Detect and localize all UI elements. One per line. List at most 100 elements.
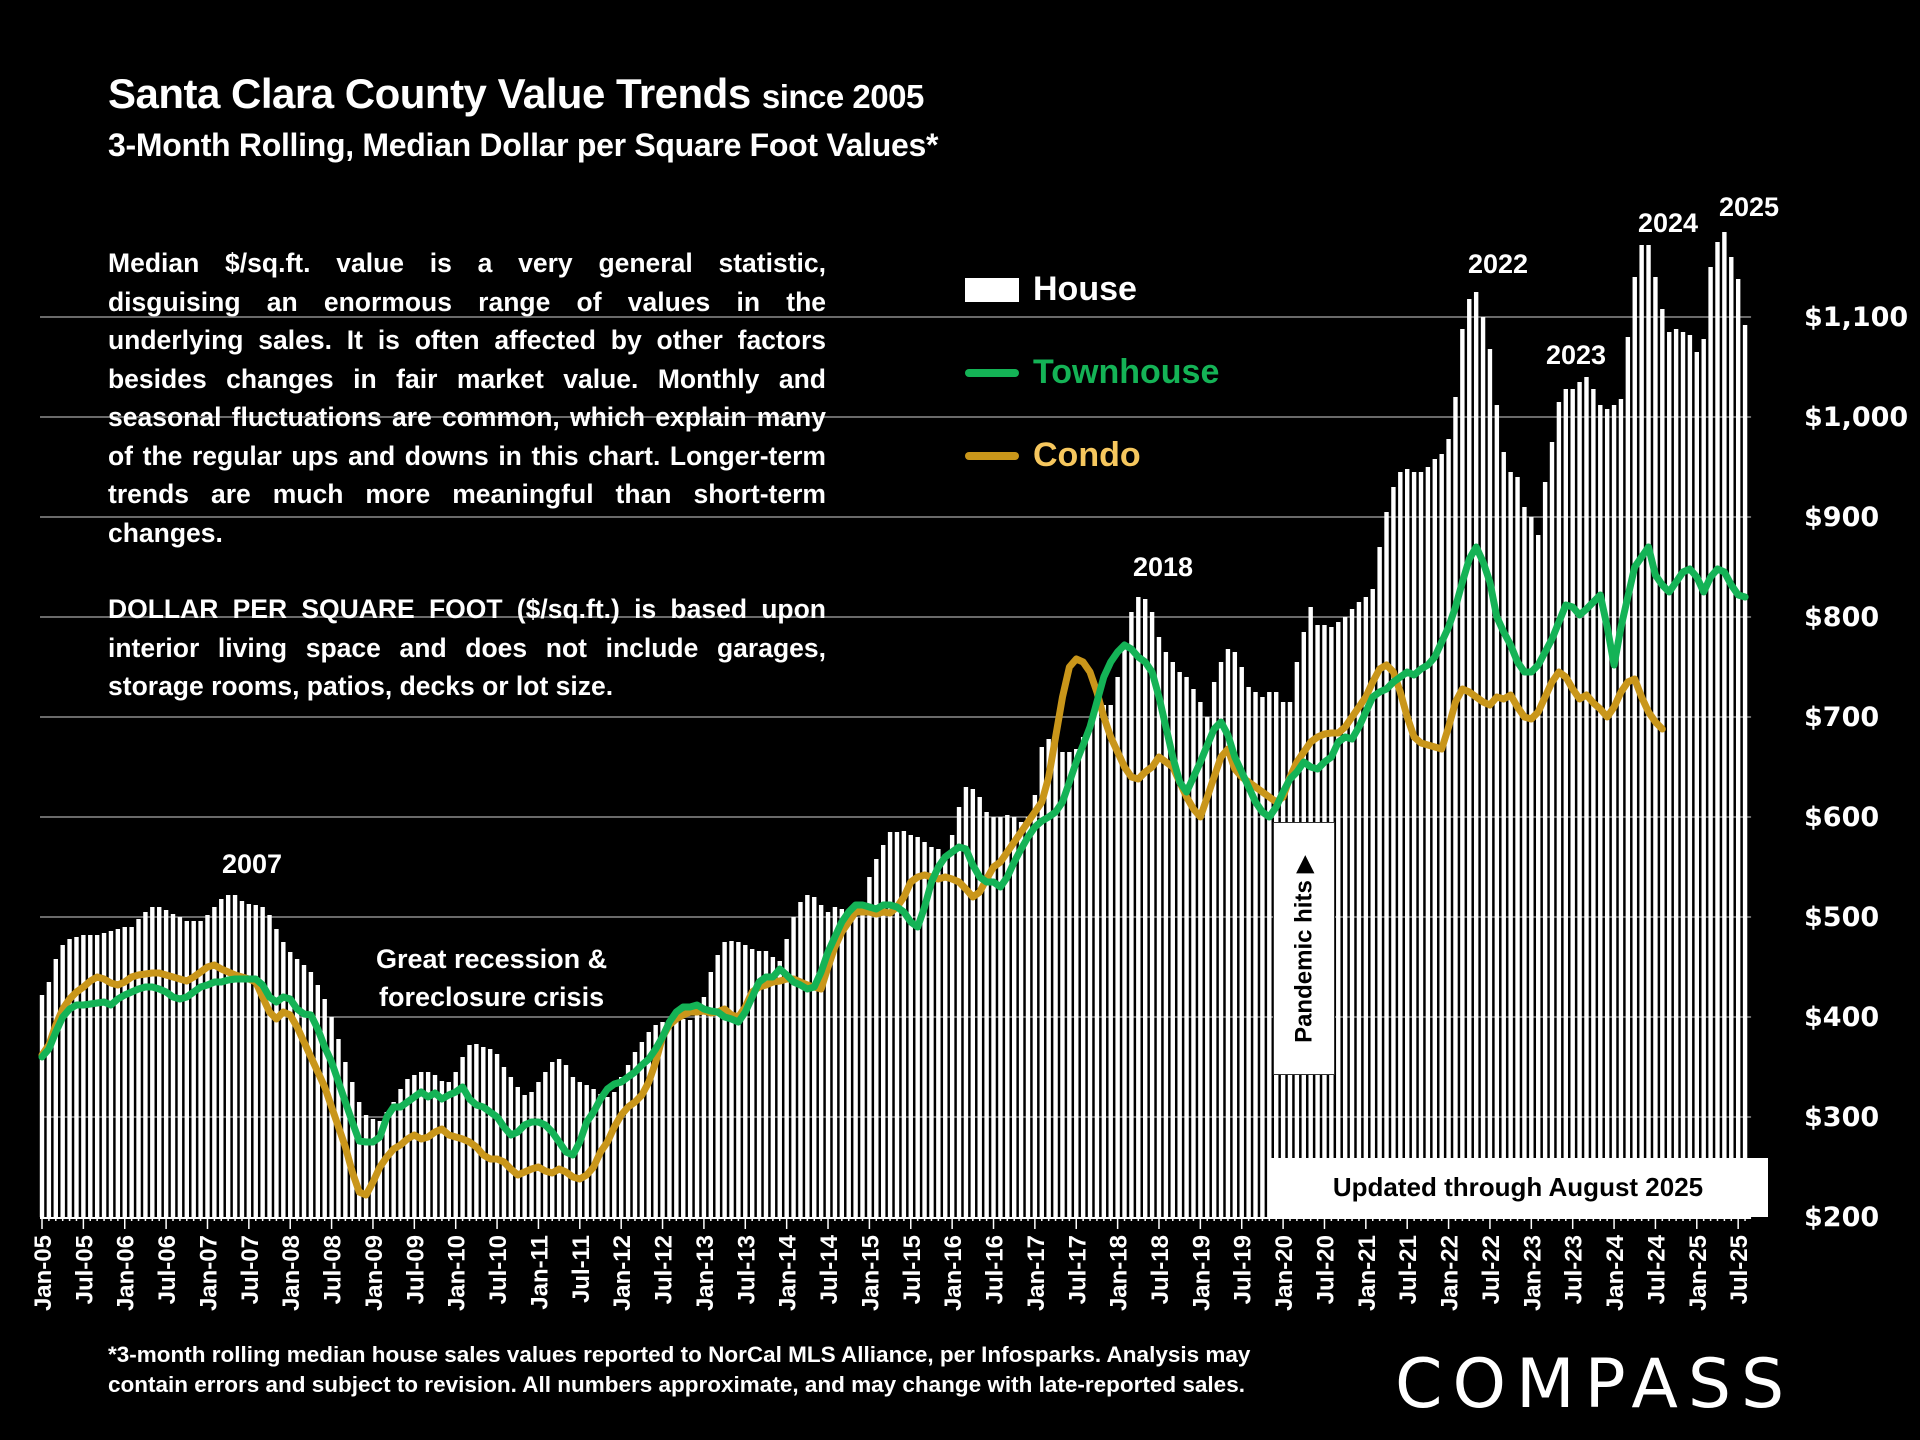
house-bar (267, 915, 272, 1217)
house-bar (508, 1077, 514, 1217)
x-tick-label: Jul-16 (982, 1235, 1009, 1304)
x-tick-label: Jan-22 (1437, 1235, 1464, 1311)
house-bar (1129, 612, 1134, 1217)
house-bar (1239, 667, 1244, 1217)
house-bar (1080, 737, 1086, 1217)
chart-title-main: Santa Clara County Value Trends (108, 70, 751, 117)
house-bar (929, 847, 934, 1217)
x-tick-label: Jan-07 (195, 1235, 222, 1311)
house-bar (949, 835, 955, 1217)
house-bar (570, 1077, 576, 1217)
house-bar (446, 1082, 452, 1217)
house-bar (715, 955, 720, 1217)
house-bar (1218, 662, 1224, 1217)
annotation-2007: 2007 (222, 849, 283, 879)
house-bar (922, 842, 927, 1217)
updated-through-badge: Updated through August 2025 (1268, 1158, 1768, 1217)
y-tick-label: $1,100 (1804, 302, 1908, 333)
house-bar (1011, 817, 1017, 1217)
house-bar (1356, 602, 1362, 1217)
house-bar (1680, 332, 1686, 1217)
house-bar (749, 949, 755, 1217)
house-bar (1673, 329, 1679, 1217)
x-tick-label: Jan-10 (444, 1235, 471, 1311)
x-tick-label: Jul-21 (1395, 1235, 1422, 1304)
x-tick-label: Jan-08 (278, 1235, 305, 1311)
house-bar (136, 919, 141, 1217)
house-bar (777, 961, 782, 1217)
house-bar (1108, 705, 1113, 1217)
house-bar (839, 909, 845, 1217)
legend-label-house: House (1033, 270, 1137, 308)
house-bar (184, 921, 189, 1217)
house-bar (887, 832, 893, 1217)
legend-swatch-townhouse (965, 368, 1019, 377)
pandemic-callout-text: Pandemic hits ▶ (1290, 854, 1318, 1043)
house-bar (612, 1092, 617, 1217)
annotation-2025: 2025 (1719, 192, 1780, 222)
x-axis: Jan-05 Jul-05 Jan-06 Jul-06 Jan-07 Jul-07 Jan-… (30, 1217, 1753, 1311)
house-bar (1460, 329, 1465, 1217)
house-bar (1618, 399, 1624, 1217)
house-bar (708, 972, 714, 1217)
house-bar (1604, 409, 1610, 1217)
house-bar (1260, 697, 1265, 1217)
house-bar (818, 905, 824, 1217)
chart-subtitle: 3-Month Rolling, Median Dollar per Squar… (108, 127, 939, 163)
house-bar (225, 895, 231, 1217)
annotation-2018: 2018 (1133, 552, 1194, 582)
x-tick-label: Jan-14 (775, 1234, 802, 1311)
house-bar (1363, 597, 1369, 1217)
house-bar (798, 902, 803, 1217)
house-bar (1370, 589, 1375, 1217)
house-bar (1205, 717, 1210, 1217)
x-tick-label: Jul-25 (1726, 1235, 1753, 1304)
house-bar (467, 1045, 472, 1217)
house-bar (1646, 245, 1651, 1217)
house-bar (963, 787, 969, 1217)
x-tick-label: Jul-23 (1561, 1235, 1588, 1304)
house-bar (1136, 597, 1141, 1217)
house-bar (1418, 472, 1424, 1217)
house-bar (1715, 242, 1720, 1217)
house-bar (722, 942, 727, 1217)
house-bar (1384, 512, 1389, 1217)
house-bar (398, 1089, 403, 1217)
house-bar (1018, 822, 1024, 1217)
house-bar (81, 935, 86, 1217)
house-bar (198, 921, 203, 1217)
pandemic-callout: Pandemic hits ▶ (1273, 822, 1335, 1075)
house-bar (1336, 622, 1341, 1217)
x-tick-label: Jul-22 (1478, 1235, 1505, 1304)
x-tick-label: Jul-19 (1230, 1235, 1257, 1304)
house-bar (577, 1082, 583, 1217)
house-bar (970, 789, 976, 1217)
house-bar (115, 929, 121, 1217)
x-tick-label: Jul-07 (237, 1235, 264, 1304)
townhouse-line (38, 543, 1749, 1159)
x-tick-label: Jan-25 (1685, 1235, 1712, 1311)
house-bars (39, 232, 1748, 1217)
house-bar (674, 1020, 679, 1217)
house-bar (1625, 337, 1631, 1217)
house-bar (253, 905, 258, 1217)
house-bar (1060, 752, 1065, 1217)
house-bar (1253, 692, 1258, 1217)
house-bar (1446, 439, 1451, 1217)
house-bar (232, 895, 238, 1217)
house-bar (1377, 547, 1382, 1217)
house-bar (391, 1102, 396, 1217)
house-bar (1149, 612, 1155, 1217)
house-bar (501, 1067, 507, 1217)
house-bar (1536, 535, 1541, 1217)
house-bar (1032, 795, 1038, 1217)
house-bar (639, 1042, 645, 1217)
house-bar (1398, 472, 1403, 1217)
house-bar (67, 939, 72, 1217)
y-tick-label: $800 (1804, 602, 1879, 633)
house-bar (294, 959, 300, 1217)
house-bar (384, 1112, 389, 1217)
house-bar (129, 927, 134, 1217)
house-bar (1529, 517, 1534, 1217)
